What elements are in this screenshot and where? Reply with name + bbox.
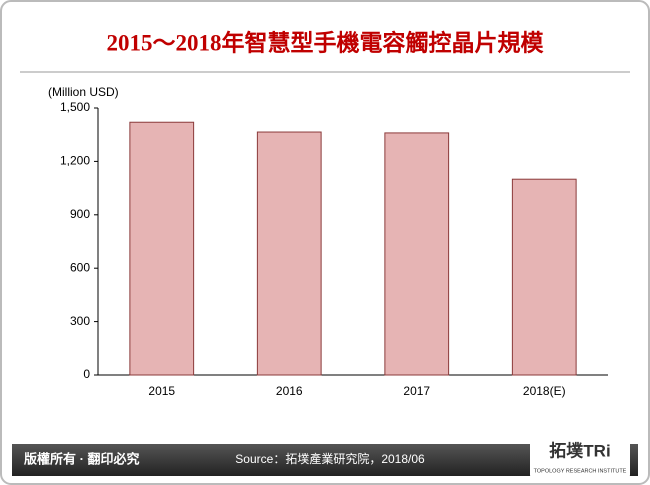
y-tick-label: 300 — [70, 314, 90, 328]
bar — [129, 121, 195, 376]
y-tick-label: 1,200 — [60, 154, 90, 168]
x-tick-label: 2015 — [148, 384, 175, 398]
x-tick-label: 2017 — [403, 384, 430, 398]
bar — [256, 131, 322, 376]
y-tick-label: 0 — [83, 367, 90, 381]
y-tick-label: 900 — [70, 207, 90, 221]
bar — [511, 178, 577, 376]
logo-box — [530, 440, 630, 478]
y-tick-label: 600 — [70, 260, 90, 274]
x-tick-label: 2018(E) — [523, 384, 566, 398]
bar — [384, 132, 450, 376]
x-tick-label: 2016 — [276, 384, 303, 398]
footer-rights: 版權所有 · 翻印必究 — [24, 451, 140, 466]
footer-source: Source：拓墣產業研究院，2018/06 — [235, 451, 425, 466]
y-axis-label: (Million USD) — [48, 85, 119, 99]
logo-sub: TOPOLOGY RESEARCH INSTITUTE — [534, 468, 627, 474]
y-tick-label: 1,500 — [60, 100, 90, 114]
logo: 拓墣TRi — [549, 441, 610, 460]
chart-title: 2015～2018年智慧型手機電容觸控晶片規模 — [107, 29, 545, 55]
